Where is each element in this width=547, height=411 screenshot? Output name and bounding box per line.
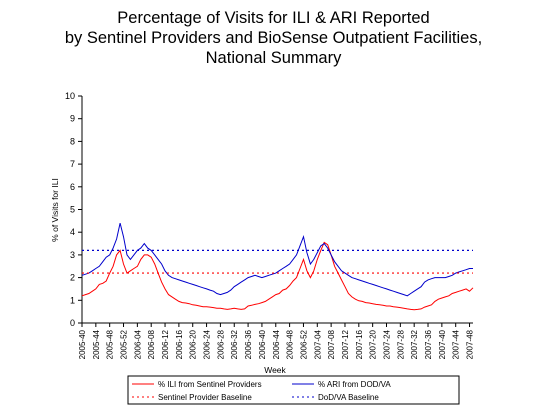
x-tick-label: 2006-40 bbox=[258, 329, 267, 359]
x-tick-label: 2007-20 bbox=[369, 329, 378, 359]
y-tick-label: 3 bbox=[70, 250, 75, 260]
legend-label: Sentinel Provider Baseline bbox=[158, 393, 252, 402]
chart-title-line-1: Percentage of Visits for ILI & ARI Repor… bbox=[117, 9, 430, 27]
x-tick-label: 2007-04 bbox=[313, 329, 322, 359]
legend: % ILI from Sentinel Providers % ARI from … bbox=[127, 375, 460, 405]
x-tick-label: 2005-40 bbox=[78, 329, 87, 359]
x-tick-label: 2006-48 bbox=[286, 329, 295, 359]
x-tick-label: 2006-12 bbox=[161, 329, 170, 359]
x-tick-label: 2006-04 bbox=[133, 329, 142, 359]
y-axis-label: % of Visits for ILI bbox=[50, 178, 60, 242]
y-tick-label: 6 bbox=[70, 182, 75, 192]
y-tick-label: 7 bbox=[70, 159, 75, 169]
x-tick-label: 2007-28 bbox=[396, 329, 405, 359]
x-tick-label: 2005-48 bbox=[106, 329, 115, 359]
legend-box bbox=[127, 375, 460, 405]
x-tick-label: 2006-08 bbox=[147, 329, 156, 359]
series-1-line bbox=[81, 222, 473, 297]
x-tick-label: 2007-16 bbox=[355, 329, 364, 359]
y-tick-label: 10 bbox=[65, 91, 75, 101]
chart-title: Percentage of Visits for ILI & ARI Repor… bbox=[0, 8, 547, 68]
series-0-line bbox=[81, 241, 474, 311]
x-axis: 2005-40 2005-44 2005-48 2005-52 2006-04 2006-… bbox=[78, 322, 475, 359]
x-tick-label: 2006-36 bbox=[244, 329, 253, 359]
x-tick-label: 2007-12 bbox=[341, 329, 350, 359]
chart-title-line-3: National Summary bbox=[205, 49, 342, 67]
x-tick-label: 2005-52 bbox=[120, 329, 129, 359]
x-tick-label: 2005-44 bbox=[92, 329, 101, 359]
x-axis-label: Week bbox=[264, 365, 286, 375]
y-axis: 0 1 2 3 4 5 6 7 8 9 10 bbox=[65, 91, 83, 328]
x-tick-label: 2006-28 bbox=[216, 329, 225, 359]
y-tick-label: 9 bbox=[70, 114, 75, 124]
x-tick-label: 2007-40 bbox=[438, 329, 447, 359]
series-layer bbox=[81, 222, 474, 311]
x-tick-label: 2007-44 bbox=[452, 329, 461, 359]
y-tick-label: 1 bbox=[70, 295, 75, 305]
y-tick-label: 0 bbox=[70, 318, 75, 328]
x-tick-label: 2007-32 bbox=[410, 329, 419, 359]
x-tick-label: 2006-20 bbox=[189, 329, 198, 359]
x-tick-label: 2007-24 bbox=[382, 329, 391, 359]
y-tick-label: 5 bbox=[70, 205, 75, 215]
x-tick-label: 2006-16 bbox=[175, 329, 184, 359]
x-tick-label: 2007-48 bbox=[466, 329, 475, 359]
x-tick-label: 2006-32 bbox=[230, 329, 239, 359]
legend-label: % ARI from DOD/VA bbox=[318, 380, 391, 389]
x-tick-label: 2007-36 bbox=[424, 329, 433, 359]
x-tick-label: 2006-52 bbox=[299, 329, 308, 359]
legend-label: DoD/VA Baseline bbox=[318, 393, 379, 402]
x-tick-label: 2006-44 bbox=[272, 329, 281, 359]
x-tick-label: 2006-24 bbox=[203, 329, 212, 359]
y-tick-label: 8 bbox=[70, 136, 75, 146]
legend-label: % ILI from Sentinel Providers bbox=[158, 380, 262, 389]
y-tick-label: 4 bbox=[70, 227, 75, 237]
y-tick-label: 2 bbox=[70, 273, 75, 283]
x-tick-label: 2007-08 bbox=[327, 329, 336, 359]
chart-title-line-2: by Sentinel Providers and BioSense Outpa… bbox=[64, 29, 483, 47]
